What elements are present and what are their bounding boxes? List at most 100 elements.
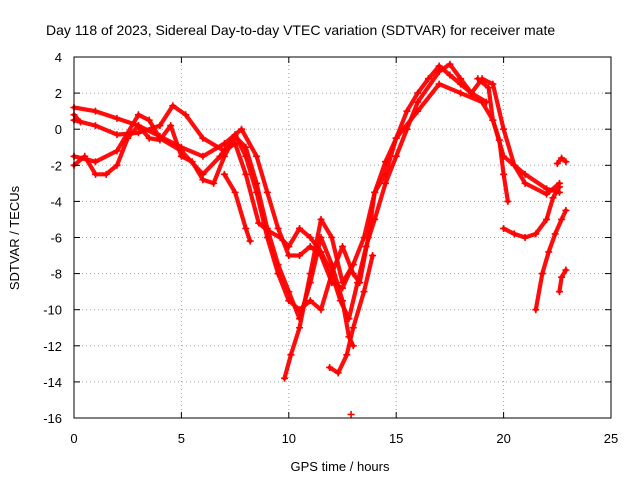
y-tick-label: -14 <box>43 375 62 390</box>
data-point-marker <box>285 252 293 260</box>
data-point-marker <box>281 374 289 382</box>
data-point-marker <box>549 194 557 202</box>
data-point-marker <box>349 324 357 332</box>
data-point-marker <box>328 234 336 241</box>
data-point-marker <box>134 129 142 137</box>
data-point-marker <box>134 122 142 130</box>
data-point-marker <box>169 102 177 110</box>
data-point-marker <box>446 60 454 68</box>
data-point-marker <box>134 111 142 119</box>
data-point-marker <box>403 107 411 115</box>
series-line-sat-c <box>71 63 489 312</box>
series-line-sat-l <box>557 267 568 294</box>
y-tick-label: -2 <box>50 158 62 173</box>
data-point-marker <box>91 158 99 166</box>
y-tick-label: -4 <box>50 194 62 209</box>
data-point-marker <box>414 98 422 106</box>
data-point-marker <box>285 288 293 296</box>
data-point-marker <box>263 188 271 196</box>
data-point-marker <box>276 234 284 241</box>
data-point-marker <box>562 158 570 166</box>
x-axis-label: GPS time / hours <box>291 459 390 474</box>
data-point-marker <box>558 154 566 162</box>
data-point-marker <box>392 134 400 142</box>
x-tick-label: 5 <box>178 431 185 446</box>
data-point-marker <box>263 224 271 232</box>
data-point-marker <box>199 176 207 184</box>
data-point-marker <box>521 179 529 187</box>
data-point-marker <box>562 206 570 214</box>
y-tick-labels: 4 2 0 -2 -4 -6 -8 -10 -12 -14 -16 <box>43 50 62 426</box>
data-point-marker <box>296 324 304 332</box>
y-tick-label: -6 <box>50 231 62 246</box>
data-point-marker <box>253 152 261 160</box>
data-point-marker <box>177 152 185 160</box>
data-point-marker <box>543 215 551 223</box>
y-tick-label: 4 <box>55 50 62 65</box>
data-point-marker <box>446 71 454 79</box>
data-point-marker <box>91 170 99 178</box>
data-point-marker <box>543 190 551 198</box>
data-point-marker <box>500 125 508 133</box>
x-tick-label: 10 <box>282 431 296 446</box>
data-point-marker <box>364 234 372 241</box>
data-point-marker <box>296 224 304 232</box>
data-point-marker <box>113 131 121 139</box>
data-point-marker <box>553 159 561 167</box>
data-point-marker <box>521 170 529 178</box>
data-point-marker <box>145 134 153 142</box>
x-tick-label: 15 <box>389 431 403 446</box>
data-point-marker <box>113 161 121 169</box>
series-line-sat-g <box>282 217 356 381</box>
y-axis-label: SDTVAR / TECUs <box>7 185 22 290</box>
data-point-marker <box>521 234 529 241</box>
data-point-marker <box>296 252 304 260</box>
data-point-marker <box>349 270 357 278</box>
data-point-marker <box>457 80 465 88</box>
data-point-marker <box>504 197 512 205</box>
data-point-marker <box>356 279 364 287</box>
data-point-marker <box>145 116 153 124</box>
axis-ticks <box>73 56 612 419</box>
data-point-marker <box>220 170 228 178</box>
data-point-marker <box>555 288 563 296</box>
data-point-marker <box>113 114 121 122</box>
data-point-marker <box>435 62 443 70</box>
series-line-sat-j <box>501 184 562 240</box>
data-point-marker <box>255 219 263 227</box>
y-tick-label: -10 <box>43 303 62 318</box>
data-point-marker <box>510 161 518 169</box>
series-line-sat-f <box>222 172 253 244</box>
data-point-marker <box>500 224 508 232</box>
data-point-marker <box>558 273 566 281</box>
data-point-marker <box>199 152 207 160</box>
data-point-marker <box>81 152 89 160</box>
data-point-marker <box>242 170 250 178</box>
data-point-marker <box>562 266 570 274</box>
data-point-marker <box>467 89 475 97</box>
data-point-marker <box>339 279 346 287</box>
data-point-marker <box>347 410 355 418</box>
data-point-marker <box>435 80 443 88</box>
data-point-marker <box>113 147 121 155</box>
series-line-sat-a <box>71 82 562 291</box>
data-point-marker <box>317 306 325 314</box>
data-point-marker <box>76 118 84 126</box>
data-point-marker <box>392 152 400 160</box>
data-point-marker <box>231 132 239 140</box>
data-point-marker <box>231 188 239 196</box>
data-point-marker <box>326 363 334 371</box>
data-point-marker <box>485 84 493 92</box>
data-point-marker <box>558 215 566 223</box>
data-point-marker <box>545 248 553 256</box>
data-point-marker <box>188 158 196 166</box>
data-point-marker <box>510 230 518 238</box>
y-tick-label: -12 <box>43 339 62 354</box>
data-point-marker <box>287 351 295 359</box>
data-point-marker <box>489 80 497 88</box>
data-point-marker <box>306 243 314 251</box>
series-line-sat-e <box>71 112 83 125</box>
data-point-marker <box>306 297 314 305</box>
data-point-marker <box>220 152 228 160</box>
